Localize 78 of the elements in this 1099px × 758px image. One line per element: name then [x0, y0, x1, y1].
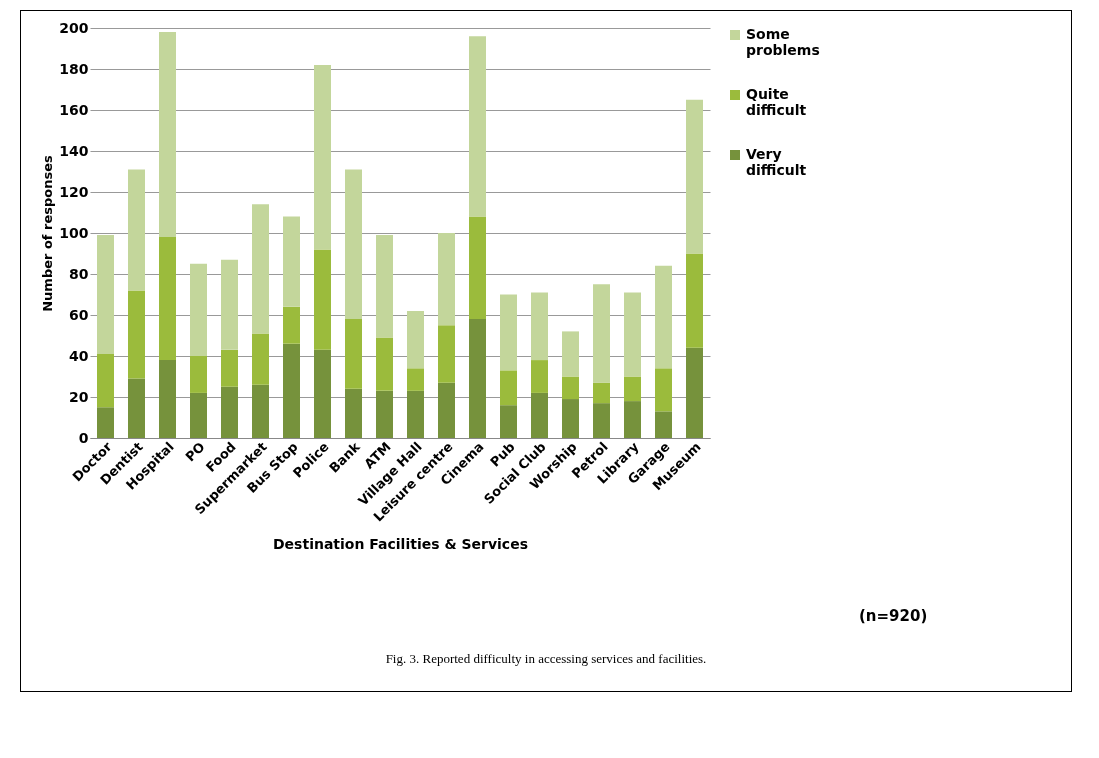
bar	[624, 292, 641, 377]
bar	[531, 392, 548, 438]
bar	[314, 249, 331, 350]
bar	[190, 263, 207, 356]
bar	[376, 390, 393, 438]
bar	[562, 331, 579, 377]
bar	[438, 325, 455, 383]
bar	[407, 390, 424, 438]
bar	[655, 265, 672, 369]
bar	[655, 368, 672, 412]
y-tick-label: 140	[59, 142, 89, 159]
bar	[593, 382, 610, 404]
y-tick-label: 0	[78, 429, 89, 446]
bar	[686, 99, 703, 254]
bar	[438, 233, 455, 326]
bar	[283, 306, 300, 344]
bar	[252, 333, 269, 385]
y-tick-label: 160	[59, 101, 89, 118]
bar	[438, 382, 455, 438]
caption: Fig. 3. Reported difficulty in accessing services and facilities.	[384, 651, 708, 667]
bar	[376, 337, 393, 391]
y-tick-label: 80	[69, 265, 89, 282]
bar	[128, 378, 145, 438]
y-tick-label: 100	[59, 224, 89, 241]
x-axis-title: Destination Facilities & Services	[272, 536, 529, 553]
bar	[190, 356, 207, 393]
bar	[469, 319, 486, 438]
bar	[128, 290, 145, 379]
bar	[97, 407, 114, 438]
legend-label: Very difficult	[746, 146, 807, 178]
bar	[128, 169, 145, 291]
bar	[624, 401, 641, 438]
y-tick-label: 40	[69, 347, 89, 364]
bar	[252, 204, 269, 334]
bar	[345, 388, 362, 438]
y-tick-label: 20	[69, 388, 89, 405]
bar	[469, 36, 486, 217]
y-tick-label: 60	[69, 306, 89, 323]
bar	[500, 370, 517, 406]
bar	[562, 376, 579, 400]
y-axis-title: Number of responses	[40, 154, 56, 312]
bar	[593, 403, 610, 438]
bar	[159, 360, 176, 438]
bar	[469, 216, 486, 320]
bar	[345, 319, 362, 389]
bar	[407, 310, 424, 369]
bar	[686, 347, 703, 438]
bar	[221, 386, 238, 438]
bar	[97, 235, 114, 354]
bar	[686, 253, 703, 348]
bar	[283, 216, 300, 307]
y-tick-label: 120	[59, 183, 89, 200]
bar	[531, 360, 548, 393]
bar	[221, 259, 238, 350]
bar	[314, 349, 331, 438]
text: (n=920)	[859, 607, 928, 625]
bar	[376, 235, 393, 338]
bar	[314, 64, 331, 250]
bar	[531, 292, 548, 361]
bar	[159, 32, 176, 238]
bar	[97, 353, 114, 408]
legend-label: Quite difficult	[746, 86, 807, 118]
bar	[624, 376, 641, 402]
bar	[345, 169, 362, 320]
bar	[655, 411, 672, 438]
bar	[593, 284, 610, 383]
bar	[283, 343, 300, 438]
bar	[252, 384, 269, 438]
bar	[221, 349, 238, 387]
bar	[159, 237, 176, 361]
bar	[190, 392, 207, 438]
legend-label: Some problems	[746, 26, 820, 58]
bar	[407, 368, 424, 391]
y-tick-label: 180	[59, 60, 89, 77]
bar	[500, 294, 517, 371]
y-tick-label: 200	[59, 19, 89, 36]
bar	[500, 405, 517, 438]
bar	[562, 399, 579, 438]
